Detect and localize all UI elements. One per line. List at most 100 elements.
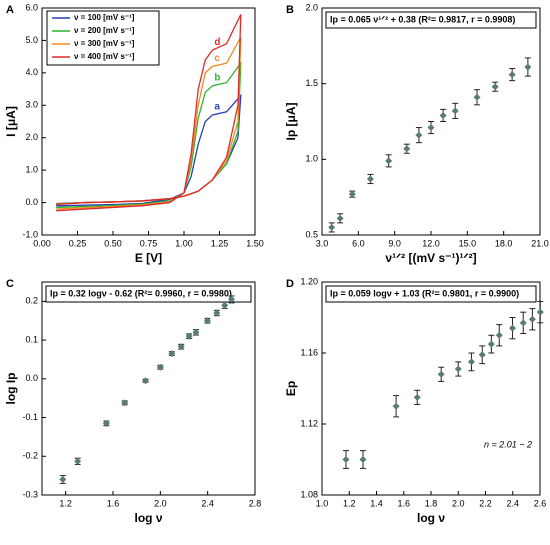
x-tick-label: 1.0 [316,498,329,508]
y-tick-label: -0.2 [22,451,38,461]
x-tick-label: 1.2 [343,498,356,508]
x-tick-label: 0.00 [33,238,51,248]
y-axis-title: Ip [μA] [284,102,298,140]
data-point [142,377,150,385]
x-tick-label: 0.75 [140,238,158,248]
cv-curve [56,93,242,207]
x-tick-label: 1.8 [425,498,438,508]
x-tick-label: 1.6 [107,498,120,508]
data-point [473,93,481,101]
x-tick-label: 12.0 [422,238,440,248]
annotation-box [325,285,537,303]
panel-letter: B [286,4,294,16]
x-tick-label: 2.4 [506,498,519,508]
data-point [185,332,193,340]
data-point [536,308,544,316]
data-point [528,315,536,323]
x-tick-label: 1.2 [59,498,72,508]
x-tick-label: 21.0 [531,238,549,248]
data-point [366,175,374,183]
y-tick-label: 4.0 [25,67,38,77]
x-axis-title: E [V] [135,251,162,265]
data-point [74,457,82,465]
data-point [359,456,367,463]
data-point [342,456,350,463]
plot-frame [41,281,256,496]
legend-label: ν = 200 [mV s⁻¹] [74,26,135,35]
y-axis-title: Ep [284,381,298,396]
curve-label: b [214,72,220,83]
data-point [385,157,393,165]
x-tick-label: 1.00 [175,238,193,248]
y-tick-label: 2.0 [25,132,38,142]
y-axis-title: log Ip [4,373,18,405]
data-point [177,343,185,351]
x-tick-label: 15.0 [459,238,477,248]
cv-curve [56,61,242,209]
y-tick-label: 5.0 [25,35,38,45]
cv-curve [56,36,242,210]
data-point [454,365,462,373]
data-point [413,393,421,401]
data-point [478,351,486,359]
x-axis-title: log ν [417,511,445,525]
data-point [508,71,516,79]
x-tick-label: 0.25 [69,238,87,248]
annotation-box [45,285,252,303]
x-tick-label: 3.0 [316,238,329,248]
data-point [495,331,503,339]
x-tick-label: 2.8 [249,498,262,508]
y-tick-label: -0.3 [22,489,38,499]
x-axis-title: log ν [134,511,162,525]
y-tick-label: 3.0 [25,100,38,110]
data-point [403,145,411,153]
y-tick-label: 1.08 [300,489,318,499]
data-point [59,476,67,484]
y-tick-label: 1.12 [300,418,318,428]
y-tick-label: 0.2 [25,296,38,306]
data-point [508,324,516,332]
x-tick-label: 2.6 [534,498,547,508]
curve-label: a [214,102,220,113]
data-point [491,83,499,91]
annotation-box [325,11,537,29]
y-tick-label: 2.0 [305,2,318,12]
data-point [328,223,336,231]
y-tick-label: 0.1 [25,334,38,344]
x-tick-label: 1.6 [397,498,410,508]
y-tick-label: 0.0 [25,373,38,383]
note: n = 2.01 ~ 2 [484,439,532,449]
x-tick-label: 1.50 [246,238,264,248]
panel-letter: C [6,278,14,290]
data-point [415,131,423,139]
x-tick-label: 0.50 [104,238,122,248]
x-tick-label: 18.0 [495,238,513,248]
legend-label: ν = 300 [mV s⁻¹] [74,39,135,48]
x-tick-label: 2.2 [479,498,492,508]
x-tick-label: 6.0 [352,238,365,248]
plot-frame [321,281,541,496]
cv-curve [56,14,242,212]
curve-label: c [214,53,220,64]
legend-label: ν = 100 [mV s⁻¹] [74,13,135,22]
data-point [392,402,400,410]
data-point [487,340,495,348]
y-tick-label: 1.5 [305,78,318,88]
data-point [348,190,356,198]
x-tick-label: 9.0 [388,238,401,248]
x-tick-label: 2.0 [452,498,465,508]
data-point [524,63,532,71]
data-point [168,350,176,358]
panel-letter: D [286,278,294,290]
x-tick-label: 1.25 [211,238,229,248]
annotation: Ip = 0.059 logν + 1.03 (R²= 0.9801, r = … [330,288,519,298]
data-point [439,111,447,119]
y-tick-label: -1.0 [22,229,38,239]
data-point [156,363,164,371]
legend-label: ν = 400 [mV s⁻¹] [74,52,135,61]
data-point [192,328,200,336]
y-tick-label: 1.16 [300,347,318,357]
data-point [228,295,236,303]
annotation: Ip = 0.32 logν - 0.62 (R²= 0.9960, r = 0… [50,288,232,298]
